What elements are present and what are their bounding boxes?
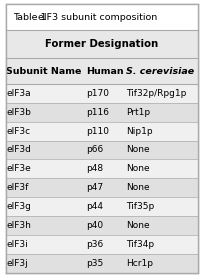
Bar	[6, 254, 198, 273]
Text: p35: p35	[86, 259, 103, 268]
Text: None: None	[126, 145, 150, 155]
Text: eIF3h: eIF3h	[6, 221, 31, 230]
Text: p47: p47	[86, 183, 103, 192]
Text: eIF3 subunit composition: eIF3 subunit composition	[38, 13, 157, 22]
Text: Tif35p: Tif35p	[126, 202, 155, 211]
Text: Prt1p: Prt1p	[126, 108, 151, 117]
Bar	[6, 178, 198, 197]
Bar	[6, 30, 198, 273]
Text: p170: p170	[86, 89, 109, 98]
Text: p116: p116	[86, 108, 109, 117]
Text: Subunit Name: Subunit Name	[6, 66, 81, 76]
Bar	[6, 30, 198, 58]
Text: Tif32p/Rpg1p: Tif32p/Rpg1p	[126, 89, 187, 98]
Text: Tif34p: Tif34p	[126, 240, 155, 249]
Text: eIF3b: eIF3b	[6, 108, 31, 117]
Text: None: None	[126, 183, 150, 192]
Bar	[6, 197, 198, 216]
Bar	[6, 4, 198, 30]
Text: eIF3j: eIF3j	[6, 259, 28, 268]
Text: S. cerevisiae: S. cerevisiae	[126, 66, 195, 76]
Text: Human: Human	[86, 66, 123, 76]
Text: Nip1p: Nip1p	[126, 127, 153, 135]
Bar	[6, 159, 198, 178]
Bar	[6, 84, 198, 103]
Text: eIF3c: eIF3c	[6, 127, 30, 135]
Text: p40: p40	[86, 221, 103, 230]
Text: p44: p44	[86, 202, 103, 211]
Text: eIF3f: eIF3f	[6, 183, 29, 192]
Text: eIF3i: eIF3i	[6, 240, 28, 249]
Bar	[6, 216, 198, 235]
Bar	[6, 235, 198, 254]
Bar	[6, 140, 198, 159]
Bar	[6, 103, 198, 122]
Text: p110: p110	[86, 127, 109, 135]
Text: Hcr1p: Hcr1p	[126, 259, 153, 268]
Text: p66: p66	[86, 145, 103, 155]
Text: None: None	[126, 164, 150, 173]
Text: p36: p36	[86, 240, 103, 249]
Text: eIF3a: eIF3a	[6, 89, 31, 98]
Text: None: None	[126, 221, 150, 230]
Text: Table 1: Table 1	[13, 13, 47, 22]
Text: p48: p48	[86, 164, 103, 173]
Bar	[6, 122, 198, 140]
Text: Former Designation: Former Designation	[45, 39, 159, 49]
Text: eIF3g: eIF3g	[6, 202, 31, 211]
Text: eIF3d: eIF3d	[6, 145, 31, 155]
Text: eIF3e: eIF3e	[6, 164, 31, 173]
